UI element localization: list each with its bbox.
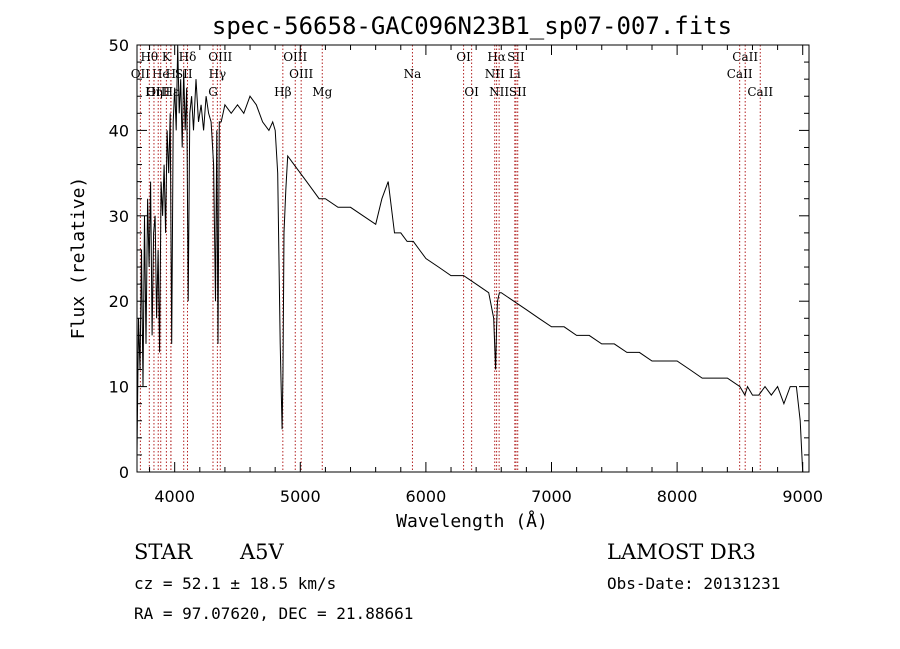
x-tick-label: 9000 bbox=[782, 487, 823, 506]
spectral-line-label: Li bbox=[509, 67, 521, 81]
spectral-line-label: Hθ bbox=[140, 50, 158, 64]
x-tick-label: 7000 bbox=[531, 487, 572, 506]
spectral-line-label: OIII bbox=[208, 50, 232, 64]
spectral-line-label: Hη bbox=[145, 85, 163, 99]
survey-name: LAMOST DR3 bbox=[607, 540, 756, 564]
spectral-line-label: OII bbox=[131, 67, 151, 81]
y-tick-label: 50 bbox=[109, 36, 129, 55]
y-tick-label: 20 bbox=[109, 292, 129, 311]
spectral-line-label: NII bbox=[485, 67, 505, 81]
y-tick-label: 0 bbox=[119, 463, 129, 482]
spectral-line-label: CaII bbox=[727, 67, 753, 81]
axis-ticks: 4000 5000 6000 7000 8000 9000 0 10 20 30 40 50 bbox=[109, 36, 823, 506]
spectral-line-label: OI bbox=[456, 50, 471, 64]
redshift-velocity: cz = 52.1 ± 18.5 km/s bbox=[134, 574, 336, 593]
object-class: STAR bbox=[134, 540, 193, 564]
spectral-line-label: Mg bbox=[312, 85, 332, 99]
plot-frame bbox=[136, 44, 810, 473]
x-tick-label: 4000 bbox=[154, 487, 195, 506]
y-axis-label: Flux (relative) bbox=[68, 177, 89, 340]
observation-date: Obs-Date: 20131231 bbox=[607, 574, 780, 593]
spectral-line-label: OIII bbox=[146, 85, 170, 99]
spectral-line-label: K bbox=[162, 50, 172, 64]
y-tick-label: 10 bbox=[109, 378, 129, 397]
spectral-line-label: SII bbox=[509, 85, 527, 99]
chart-title: spec-56658-GAC096N23B1_sp07-007.fits bbox=[212, 12, 732, 40]
x-axis-label: Wavelength (Å) bbox=[396, 510, 548, 532]
object-subclass: A5V bbox=[239, 540, 285, 564]
y-tick-label: 40 bbox=[109, 121, 129, 140]
x-tick-label: 5000 bbox=[280, 487, 321, 506]
coordinates: RA = 97.07620, DEC = 21.88661 bbox=[134, 604, 413, 623]
x-tick-label: 6000 bbox=[406, 487, 447, 506]
spectral-line-label: CaII bbox=[732, 50, 758, 64]
spectral-line-label: Na bbox=[404, 67, 422, 81]
spectrum-line bbox=[136, 44, 804, 473]
spectral-line-label: OIII bbox=[289, 67, 313, 81]
spectral-line-label: Hβ bbox=[274, 85, 291, 99]
x-tick-label: 8000 bbox=[657, 487, 698, 506]
spectral-line-label: NII bbox=[489, 85, 509, 99]
spectral-line-label: OI bbox=[464, 85, 479, 99]
spectral-line-label: SII bbox=[507, 50, 525, 64]
spectrum-series bbox=[136, 44, 804, 473]
spectral-line-label: Hδ bbox=[179, 50, 197, 64]
spectral-line-label: He bbox=[152, 67, 170, 81]
spectral-line-label: G bbox=[208, 85, 218, 99]
spectral-line-label: Hα bbox=[487, 50, 506, 64]
spectral-line-label: Hγ bbox=[209, 67, 227, 81]
spectral-line-label: CaII bbox=[747, 85, 773, 99]
y-tick-label: 30 bbox=[109, 207, 129, 226]
spectral-line-label: OIII bbox=[283, 50, 307, 64]
